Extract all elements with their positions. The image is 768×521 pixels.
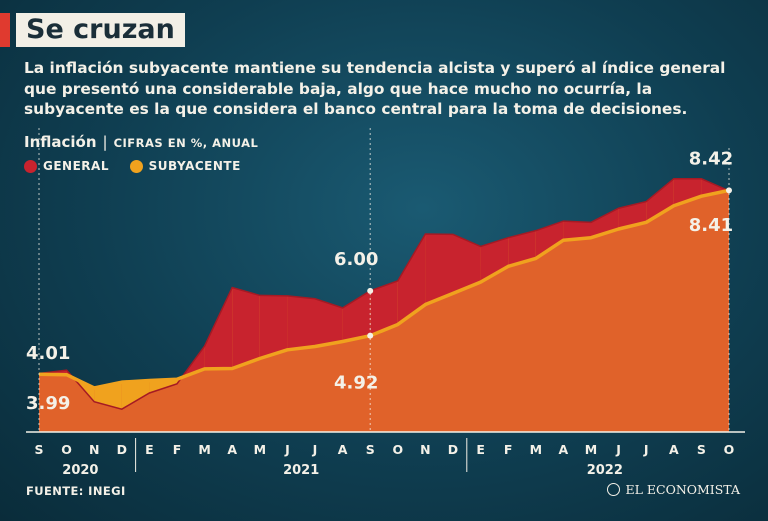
data-label: 4.01 <box>26 343 70 364</box>
legend: GENERAL SUBYACENTE <box>24 159 257 176</box>
data-label: 8.42 <box>689 148 733 169</box>
brand-mark-icon <box>607 483 621 496</box>
chart-header: Inflación | CIFRAS EN %, ANUAL <box>24 133 258 151</box>
legend-item-subyacente: SUBYACENTE <box>129 159 241 173</box>
x-tick-label: M <box>254 442 266 457</box>
annotation-marker <box>367 332 374 339</box>
x-tick-label: E <box>145 442 154 457</box>
gap-segment <box>342 290 371 342</box>
gap-segment <box>121 380 150 410</box>
x-tick-label: J <box>643 442 649 457</box>
x-tick-label: J <box>284 442 290 457</box>
gap-segment <box>397 233 426 325</box>
annotation-marker <box>367 287 374 294</box>
x-tick-label: N <box>420 442 430 457</box>
gap-segment <box>646 178 674 223</box>
x-tick-label: F <box>504 442 513 457</box>
x-tick-label: A <box>227 442 237 457</box>
x-tick-label: M <box>198 442 210 457</box>
x-tick-label: N <box>89 442 99 457</box>
gap-segment <box>425 233 453 305</box>
legend-item-general: GENERAL <box>24 159 109 173</box>
gap-segment <box>535 221 564 259</box>
line-subyacente <box>38 188 730 390</box>
year-label: 2020 <box>62 463 98 478</box>
gap-segment <box>673 178 702 206</box>
title-accent-bar <box>0 13 10 47</box>
chart-label: Inflación <box>24 133 97 151</box>
legend-label-subyacente: SUBYACENTE <box>148 159 241 173</box>
annotation-marker <box>726 187 732 194</box>
page-title: Se cruzan <box>16 13 185 47</box>
gap-segment <box>315 298 343 347</box>
x-tick-label: S <box>34 442 43 457</box>
chart-unit: CIFRAS EN %, ANUAL <box>113 136 259 150</box>
year-label: 2021 <box>283 463 319 478</box>
subtitle: La inflación subyacente mantiene su tend… <box>24 59 726 118</box>
gap-segment <box>453 234 481 294</box>
chart-separator: | <box>102 133 108 151</box>
x-tick-label: D <box>117 442 127 457</box>
x-tick-label: E <box>476 442 485 457</box>
gap-segment <box>370 280 398 336</box>
data-label: 3.99 <box>26 393 70 414</box>
gap-segment <box>563 221 591 241</box>
gap-segment <box>480 237 509 283</box>
legend-dot-general <box>24 159 37 173</box>
gap-segment <box>259 295 288 359</box>
brand-logo: EL ECONOMISTA <box>607 482 740 497</box>
x-tick-label: M <box>530 442 542 457</box>
gap-segment <box>508 230 536 267</box>
x-tick-label: A <box>669 442 679 457</box>
area-subyacente <box>39 190 729 432</box>
x-tick-label: D <box>448 442 458 457</box>
gap-segment <box>204 287 233 369</box>
x-tick-label: A <box>338 442 348 457</box>
brand-name: EL ECONOMISTA <box>625 482 740 497</box>
x-tick-label: O <box>392 442 403 457</box>
x-tick-label: S <box>697 442 706 457</box>
x-tick-label: M <box>585 442 597 457</box>
x-tick-label: F <box>173 442 182 457</box>
x-tick-label: J <box>615 442 621 457</box>
legend-label-general: GENERAL <box>43 159 109 173</box>
legend-dot-subyacente <box>129 159 143 173</box>
data-label: 8.41 <box>689 215 733 236</box>
gap-segment <box>618 201 647 229</box>
gap-segment <box>149 379 177 393</box>
x-tick-label: O <box>724 442 735 457</box>
x-tick-label: J <box>312 442 318 457</box>
gap-segment <box>94 382 122 410</box>
data-label: 4.92 <box>334 373 378 394</box>
gap-layer <box>39 178 729 410</box>
data-label: 6.00 <box>334 249 378 270</box>
gap-segment <box>287 295 315 350</box>
source-note: FUENTE: INEGI <box>26 484 126 498</box>
x-tick-label: O <box>61 442 72 457</box>
gap-segment <box>232 287 260 369</box>
line-general <box>38 178 730 410</box>
x-tick-label: S <box>366 442 375 457</box>
x-tick-label: A <box>559 442 569 457</box>
year-label: 2022 <box>587 463 623 478</box>
